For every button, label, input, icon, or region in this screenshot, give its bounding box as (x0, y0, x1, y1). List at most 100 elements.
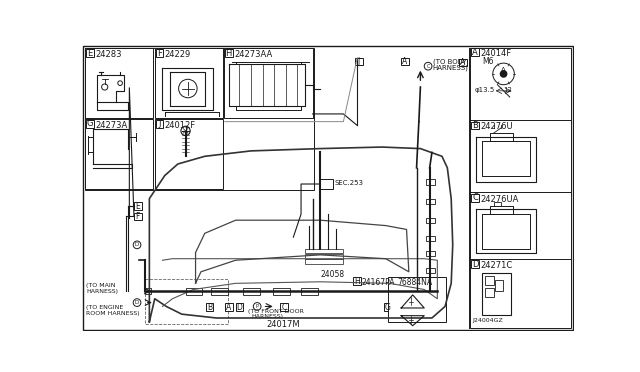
Bar (401, 58, 409, 65)
Bar (156, 49, 163, 57)
Bar (280, 303, 288, 311)
Text: H: H (355, 276, 360, 286)
Bar (305, 254, 344, 259)
Text: G: G (87, 119, 93, 128)
Circle shape (500, 70, 508, 78)
Bar (236, 303, 243, 311)
Text: A: A (501, 67, 506, 73)
Text: F: F (157, 49, 162, 58)
Text: D: D (135, 242, 139, 247)
Text: 24167PA: 24167PA (362, 278, 396, 287)
Bar (134, 212, 141, 220)
Bar (301, 288, 318, 295)
Text: 24012F: 24012F (164, 121, 196, 130)
Bar (156, 120, 163, 128)
Text: J24004GZ: J24004GZ (473, 318, 504, 323)
Text: 12: 12 (503, 87, 511, 93)
Bar (225, 303, 232, 311)
Text: 24271C: 24271C (481, 261, 513, 270)
Bar (388, 277, 446, 322)
Text: B: B (207, 303, 212, 312)
Text: G: G (385, 303, 391, 312)
Text: C: C (426, 64, 430, 69)
Bar (86, 119, 153, 189)
Text: ROOM HARNESS): ROOM HARNESS) (86, 311, 140, 316)
Bar (305, 249, 344, 253)
Bar (471, 260, 479, 268)
Bar (426, 199, 435, 204)
Bar (305, 260, 344, 264)
Bar (485, 288, 494, 297)
Bar (211, 288, 228, 295)
Bar (426, 218, 435, 223)
Text: HARNESS): HARNESS) (433, 65, 468, 71)
Text: (TO ENGINE: (TO ENGINE (86, 305, 124, 310)
Bar (482, 273, 511, 315)
Text: (TO MAIN: (TO MAIN (86, 283, 116, 288)
Text: J: J (158, 119, 161, 128)
Bar (224, 48, 312, 118)
Bar (319, 179, 333, 189)
Bar (86, 120, 94, 128)
Text: J: J (358, 57, 360, 66)
Text: M6: M6 (482, 57, 493, 66)
Bar (426, 268, 435, 273)
Text: HARNESS): HARNESS) (86, 289, 118, 295)
Bar (155, 48, 223, 118)
Text: D: D (237, 303, 243, 312)
Text: 76884NA: 76884NA (397, 278, 433, 287)
Text: (TO FRONT DOOR: (TO FRONT DOOR (248, 309, 304, 314)
Bar (355, 58, 363, 65)
Text: F: F (136, 212, 140, 221)
Bar (470, 48, 572, 328)
Bar (186, 288, 202, 295)
Bar (495, 280, 503, 291)
Text: 24276U: 24276U (481, 122, 513, 131)
Bar (426, 179, 435, 185)
Bar (225, 49, 232, 57)
Text: H: H (225, 49, 232, 58)
Bar (426, 251, 435, 256)
Bar (471, 122, 479, 129)
Text: B: B (472, 121, 478, 130)
Bar (145, 279, 228, 324)
Text: 24283: 24283 (95, 50, 122, 59)
Text: 24273AA: 24273AA (234, 50, 272, 59)
Text: SEC.253: SEC.253 (334, 180, 363, 186)
Bar (485, 276, 494, 285)
Text: (TO BODY: (TO BODY (433, 58, 467, 65)
Text: A: A (472, 48, 478, 57)
Text: 24017M: 24017M (266, 320, 300, 329)
Bar (471, 48, 479, 56)
Text: E: E (136, 202, 140, 211)
Bar (84, 48, 314, 190)
Text: A: A (403, 57, 408, 66)
Bar (145, 288, 151, 294)
Bar (205, 303, 213, 311)
Bar (86, 49, 94, 57)
Text: C: C (472, 193, 478, 202)
Text: C: C (282, 303, 287, 312)
Bar (426, 235, 435, 241)
Bar (86, 48, 153, 118)
Bar (353, 277, 361, 285)
Text: D: D (135, 300, 139, 305)
Text: 24276UA: 24276UA (481, 195, 519, 204)
Text: D: D (472, 260, 478, 269)
Bar (273, 288, 289, 295)
Text: A: A (460, 58, 465, 67)
Text: φ13.5: φ13.5 (474, 87, 495, 93)
Text: 24273A: 24273A (95, 121, 128, 130)
Bar (243, 288, 260, 295)
Text: P: P (256, 304, 259, 309)
Text: A: A (226, 303, 231, 312)
Bar (471, 194, 479, 202)
Text: E: E (88, 49, 93, 58)
Bar (134, 202, 141, 210)
Bar (155, 119, 223, 189)
Bar (459, 58, 467, 66)
Text: HARNESS): HARNESS) (251, 314, 283, 319)
Text: 24229: 24229 (164, 50, 191, 59)
Text: 24014F: 24014F (481, 49, 511, 58)
Bar (384, 303, 392, 311)
